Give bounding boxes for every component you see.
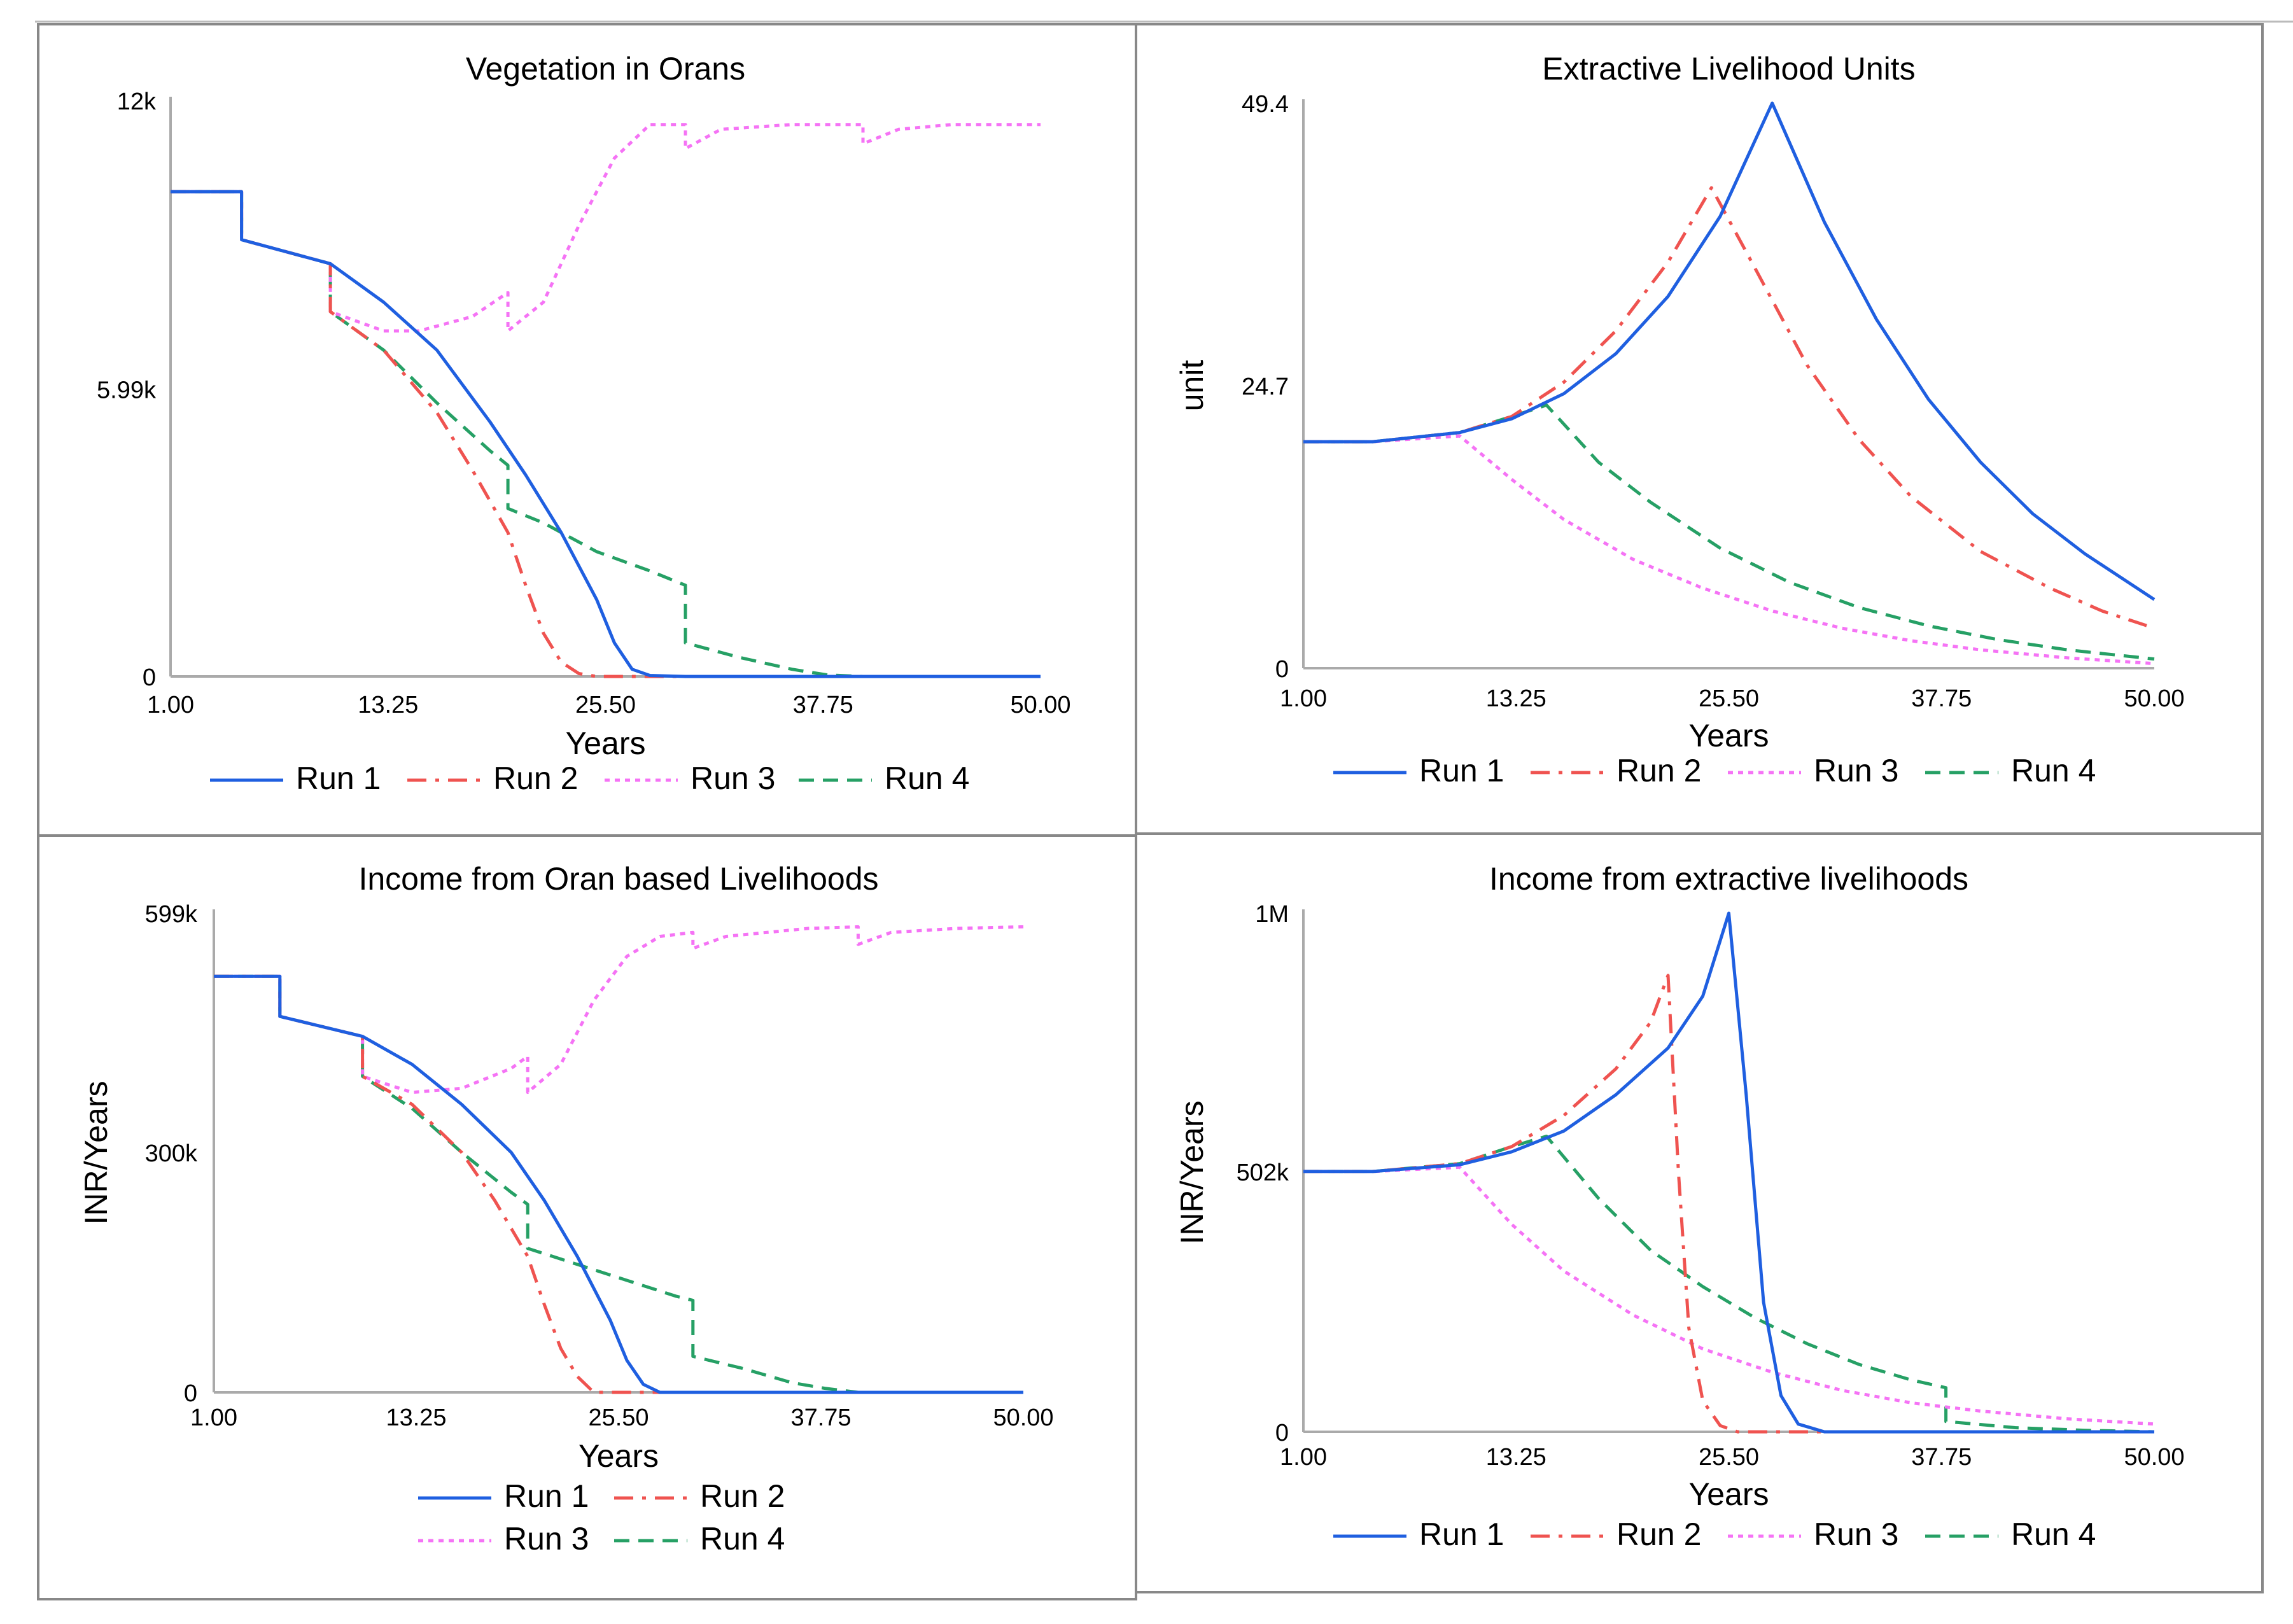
y-tick-label: 502k [1237, 1159, 1289, 1186]
series-line-run-4 [1303, 403, 2155, 661]
x-tick-label: 50.00 [1010, 692, 1070, 718]
y-axis-label: INR/Years [1174, 1100, 1210, 1244]
series-line-run-4 [1303, 1135, 2155, 1434]
legend-item-run-4: Run 4 [799, 760, 969, 796]
legend-label: Run 1 [1419, 753, 1504, 788]
chart-title: Income from extractive livelihoods [1489, 861, 1968, 897]
legend-item-run-1: Run 1 [210, 760, 381, 796]
series-line-run-1 [171, 190, 1041, 678]
legend-item-run-3: Run 3 [418, 1521, 589, 1557]
legend-label: Run 4 [700, 1521, 785, 1557]
legend-item-run-3: Run 3 [1728, 1516, 1898, 1552]
x-tick-label: 13.25 [386, 1404, 446, 1431]
legend-item-run-4: Run 4 [1925, 753, 2096, 788]
x-axis-label: Years [579, 1438, 659, 1474]
x-tick-label: 37.75 [790, 1404, 851, 1431]
x-axis-label: Years [565, 725, 645, 761]
chart-title: Vegetation in Orans [466, 51, 745, 87]
legend-label: Run 2 [493, 760, 578, 796]
legend-label: Run 4 [885, 760, 969, 796]
x-axis-label: Years [1688, 1476, 1769, 1512]
x-tick-label: 37.75 [793, 692, 853, 718]
legend-label: Run 2 [1616, 1516, 1701, 1552]
y-tick-label: 24.7 [1242, 374, 1289, 400]
legend-label: Run 1 [504, 1478, 589, 1514]
series-line-run-1 [214, 974, 1023, 1394]
x-tick-label: 25.50 [1699, 1444, 1759, 1471]
series-line-run-2 [1303, 186, 2155, 630]
legend-item-run-4: Run 4 [614, 1521, 785, 1557]
legend-label: Run 2 [700, 1478, 785, 1514]
x-tick-label: 37.75 [1911, 685, 1972, 712]
legend-item-run-3: Run 3 [1728, 753, 1898, 788]
x-tick-label: 1.00 [190, 1404, 237, 1431]
x-tick-label: 1.00 [147, 692, 194, 718]
legend-item-run-2: Run 2 [407, 760, 578, 796]
x-tick-label: 25.50 [575, 692, 636, 718]
x-tick-label: 50.00 [2124, 685, 2184, 712]
x-axis-label: Years [1688, 718, 1769, 753]
y-tick-label: 599k [145, 901, 198, 928]
series-line-run-1 [1303, 911, 2154, 1434]
series-line-run-4 [171, 190, 1041, 678]
x-tick-label: 1.00 [1280, 685, 1327, 712]
x-tick-label: 50.00 [993, 1404, 1053, 1431]
chart-title: Extractive Livelihood Units [1542, 51, 1915, 87]
x-tick-label: 1.00 [1280, 1444, 1327, 1471]
y-tick-label: 0 [143, 664, 156, 691]
x-tick-label: 13.25 [1486, 1444, 1546, 1471]
x-tick-label: 13.25 [1486, 685, 1546, 712]
legend-label: Run 3 [691, 760, 775, 796]
y-tick-label: 0 [1275, 1420, 1289, 1446]
x-tick-label: 13.25 [358, 692, 418, 718]
legend-label: Run 3 [1814, 753, 1898, 788]
series-line-run-3 [171, 123, 1041, 333]
legend-item-run-1: Run 1 [1333, 1516, 1504, 1552]
series-line-run-2 [214, 974, 1023, 1394]
panel-frame-extractive-units [1135, 23, 2264, 835]
legend-label: Run 1 [1419, 1516, 1504, 1552]
y-tick-label: 5.99k [97, 377, 157, 403]
y-tick-label: 300k [145, 1140, 198, 1167]
legend-label: Run 4 [2011, 1516, 2096, 1552]
legend-item-run-1: Run 1 [1333, 753, 1504, 788]
x-tick-label: 50.00 [2124, 1444, 2184, 1471]
chart-title: Income from Oran based Livelihoods [358, 861, 878, 897]
y-tick-label: 49.4 [1242, 91, 1289, 118]
series-line-run-2 [1303, 974, 2154, 1434]
chart-vegetation-in-orans: Vegetation in Orans 0 5.99k 12k 1.00 13.25 25.… [97, 51, 1071, 796]
y-tick-label: 0 [1275, 656, 1289, 683]
legend-label: Run 1 [296, 760, 381, 796]
series-line-run-1 [1303, 101, 2156, 601]
chart-income-from-extractive-livelihoods: Income from extractive livelihoods 0 502k 1… [1174, 861, 2185, 1552]
legend-item-run-4: Run 4 [1925, 1516, 2096, 1552]
legend-item-run-1: Run 1 [418, 1478, 589, 1514]
series-line-run-4 [214, 974, 1023, 1394]
y-axis-label: INR/Years [78, 1081, 114, 1224]
x-tick-label: 37.75 [1911, 1444, 1972, 1471]
legend-item-run-3: Run 3 [605, 760, 775, 796]
legend-label: Run 3 [1814, 1516, 1898, 1552]
panel-frame-extractive-income [1135, 832, 2264, 1593]
y-tick-label: 0 [184, 1380, 197, 1407]
chart-income-from-oran-based-livelihoods: Income from Oran based Livelihoods 0 300k 5… [78, 861, 1054, 1557]
series-line-run-3 [1303, 434, 2155, 666]
chart-extractive-livelihood-units: Extractive Livelihood Units 0 24.7 49.4 1.00… [1174, 51, 2185, 788]
y-tick-label: 12k [117, 88, 157, 115]
x-tick-label: 25.50 [588, 1404, 649, 1431]
x-tick-label: 25.50 [1699, 685, 1759, 712]
legend-item-run-2: Run 2 [1531, 753, 1701, 788]
legend-label: Run 2 [1616, 753, 1701, 788]
legend-label: Run 3 [504, 1521, 589, 1557]
y-axis-label: unit [1174, 360, 1210, 412]
legend-item-run-2: Run 2 [614, 1478, 785, 1514]
legend-label: Run 4 [2011, 753, 2096, 788]
series-line-run-3 [214, 925, 1024, 1095]
series-line-run-2 [171, 190, 1041, 678]
y-tick-label: 1M [1255, 901, 1289, 928]
legend-item-run-2: Run 2 [1531, 1516, 1701, 1552]
series-line-run-3 [1303, 1165, 2155, 1426]
